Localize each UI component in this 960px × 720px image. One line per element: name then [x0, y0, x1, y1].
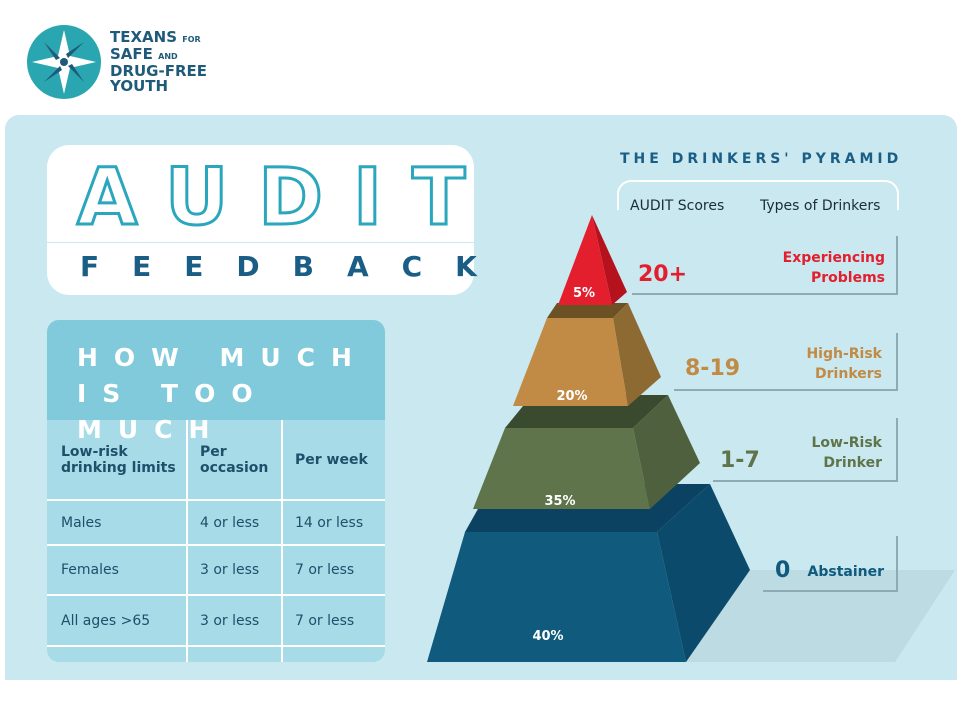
type-label: Abstainer [807, 564, 885, 580]
divider [281, 420, 283, 662]
table-cell: 14 or less [295, 514, 364, 531]
column-header: Per week [295, 451, 368, 468]
table-cell: 7 or less [295, 562, 355, 578]
drinker-types-header: Types of Drinkers [760, 198, 881, 214]
level-row-20plus [632, 236, 898, 295]
divider [47, 544, 385, 546]
divider [47, 594, 385, 596]
percent-label: 20% [556, 389, 587, 404]
feedback-subtitle: FEEDBACK [80, 250, 510, 283]
logo-wordmark: TEXANS FOR SAFE AND DRUG-FREE YOUTH [110, 28, 208, 95]
divider [47, 242, 474, 243]
table-cell: Males [61, 514, 102, 531]
table-cell: Females [61, 562, 119, 578]
type-label: High-Risk Drinkers [806, 346, 882, 382]
audit-scores-header: AUDIT Scores [630, 198, 725, 214]
type-label: Experiencing Problems [782, 250, 885, 286]
table-cell: 7 or less [295, 612, 355, 629]
level-row-8-19 [674, 333, 898, 391]
table-cell: 3 or less [200, 612, 260, 629]
header-bracket [617, 180, 899, 210]
score-label: 0 [775, 558, 791, 583]
pyramid-level-experiencing-problems: 5% [558, 215, 627, 305]
divider [47, 499, 385, 501]
shadow [686, 570, 955, 662]
percent-label: 35% [544, 494, 575, 509]
pyramid-title: THE DRINKERS' PYRAMID [620, 151, 903, 167]
drinking-limits-table: HOW MUCH IS TOO MUCH Low-risk drinking l… [47, 320, 385, 662]
column-header: Per occasion [200, 443, 269, 476]
level-row-1-7 [713, 418, 898, 482]
audit-title: AUDIT [76, 152, 496, 245]
pyramid-level-abstainer: 40% [427, 484, 750, 662]
column-header: Low-risk drinking limits [61, 443, 176, 476]
table-heading: HOW MUCH IS TOO MUCH [47, 320, 385, 444]
table-cell: 3 or less [200, 562, 260, 578]
type-label: Low-Risk Drinker [811, 435, 882, 471]
percent-label: 40% [532, 629, 563, 644]
divider [47, 645, 385, 647]
score-label: 1-7 [720, 448, 760, 473]
pyramid-level-low-risk: 35% [473, 395, 700, 509]
percent-label: 5% [573, 286, 595, 301]
table-cell: 4 or less [200, 514, 260, 531]
pyramid-level-high-risk: 20% [513, 303, 661, 406]
table-cell: All ages >65 [61, 612, 151, 629]
divider [186, 420, 188, 662]
score-label: 20+ [638, 262, 688, 287]
compass-star-logo-icon [27, 25, 101, 99]
title-card: AUDIT FEEDBACK [47, 145, 510, 295]
score-label: 8-19 [685, 356, 741, 381]
level-row-0 [763, 536, 898, 592]
